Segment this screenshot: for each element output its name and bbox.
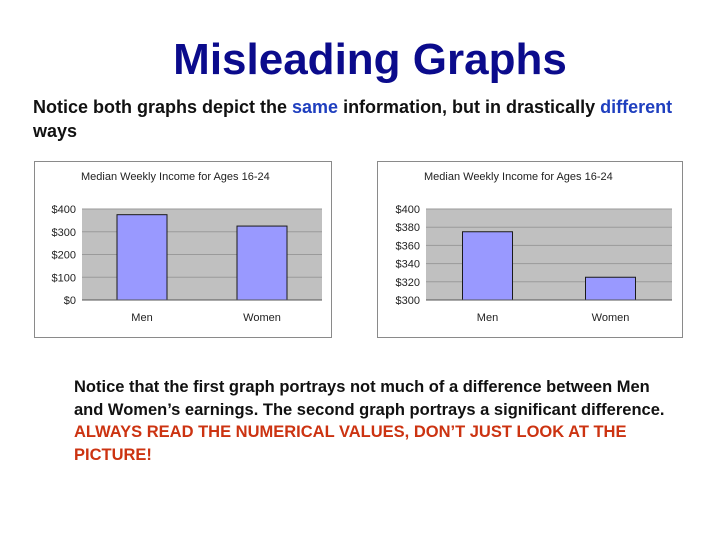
bar-men [116, 214, 168, 301]
intro-part-3: ways [33, 121, 78, 141]
intro-part-2: information, but in drastically [338, 97, 601, 117]
bar-women [585, 276, 636, 301]
y-tick-label: $320 [396, 277, 420, 289]
x-tick-label: Women [592, 312, 630, 324]
y-tick-label: $340 [396, 259, 420, 271]
y-tick-label: $100 [52, 272, 76, 284]
y-tick-label: $200 [52, 250, 76, 262]
x-tick-label: Men [131, 312, 152, 324]
x-tick-label: Men [477, 312, 498, 324]
summary-text: Notice that the first graph portrays not… [74, 376, 674, 466]
summary-body: Notice that the first graph portrays not… [74, 378, 665, 419]
chart-title: Median Weekly Income for Ages 16-24 [424, 171, 613, 183]
y-tick-label: $0 [64, 295, 76, 307]
intro-part-1: Notice both graphs depict the [33, 97, 293, 117]
y-tick-label: $400 [396, 204, 420, 216]
chart-full-scale: Median Weekly Income for Ages 16-24 $0 $10… [34, 161, 332, 338]
x-tick-label: Women [243, 312, 281, 324]
intro-text: Notice both graphs depict the same infor… [33, 95, 703, 143]
bar-men [462, 231, 513, 301]
bar-women [236, 225, 288, 301]
chart-svg-1: Median Weekly Income for Ages 16-24 $300 $… [396, 171, 672, 324]
y-tick-label: $360 [396, 240, 420, 252]
y-tick-label: $300 [396, 295, 420, 307]
intro-highlight-same: same [292, 97, 339, 117]
y-tick-label: $400 [52, 204, 76, 216]
y-tick-label: $380 [396, 222, 420, 234]
summary-warning: ALWAYS READ THE NUMERICAL VALUES, DON’T … [74, 423, 627, 464]
chart-svg-0: Median Weekly Income for Ages 16-24 $0 $10… [52, 171, 322, 324]
chart-truncated-scale: Median Weekly Income for Ages 16-24 $300 $… [377, 161, 683, 338]
slide-title: Misleading Graphs [173, 35, 567, 84]
y-tick-label: $300 [52, 227, 76, 239]
chart-title: Median Weekly Income for Ages 16-24 [81, 171, 270, 183]
intro-highlight-different: different [600, 97, 673, 117]
